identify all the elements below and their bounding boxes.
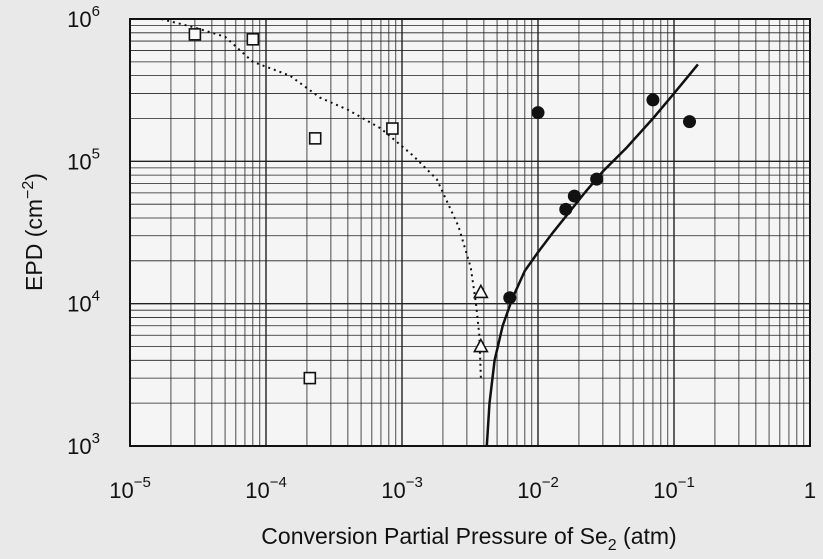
y-tick-label-exponent: 4 (92, 288, 100, 305)
x-tick-label: 10−1 (653, 474, 695, 503)
y-tick-label-exponent: 3 (92, 430, 100, 447)
data-point-triangle (473, 337, 489, 353)
y-tick-label: 106 (67, 3, 100, 32)
x-axis-label-unit: (atm) (617, 523, 677, 549)
y-tick-label: 103 (67, 430, 100, 459)
x-tick-labels: 10−5 10−4 10−3 10−2 10−1 1 (109, 474, 816, 503)
x-tick-label-exponent: −5 (134, 474, 151, 491)
data-point-square (308, 132, 322, 145)
data-point-circle (590, 172, 604, 186)
dotted-trend-curve (161, 18, 482, 379)
x-tick-label-base: 10 (381, 478, 405, 503)
solid-trend-curve (485, 63, 699, 447)
y-axis-label-end: ) (21, 173, 47, 181)
grid-lines (130, 19, 810, 446)
x-tick-label: 10−5 (109, 474, 151, 503)
x-tick-label: 10−3 (381, 474, 423, 503)
y-tick-label-exponent: 6 (92, 3, 100, 20)
plot-frame (129, 18, 811, 447)
y-tick-label: 104 (67, 288, 100, 317)
y-tick-label-base: 10 (67, 7, 91, 32)
data-point-circle (567, 189, 581, 203)
data-point-circle (559, 202, 573, 216)
data-point-circle (646, 93, 660, 107)
x-tick-label-base: 10 (245, 478, 269, 503)
data-points (188, 28, 696, 385)
data-point-circle (503, 291, 517, 305)
x-tick-label: 1 (804, 478, 816, 503)
x-axis-label: Conversion Partial Pressure of Se2 (atm) (261, 523, 676, 554)
x-tick-label-base: 10 (517, 478, 541, 503)
y-tick-label: 105 (67, 145, 100, 174)
y-tick-label-base: 10 (67, 149, 91, 174)
x-tick-label-exponent: −2 (542, 474, 559, 491)
data-point-square (386, 122, 399, 135)
x-axis-label-main: Conversion Partial Pressure of Se (261, 523, 607, 549)
x-tick-label: 10−2 (517, 474, 559, 503)
y-axis-label-superscript: −2 (20, 181, 37, 199)
x-tick-label-base: 10 (109, 478, 133, 503)
x-tick-label-base: 1 (804, 478, 816, 503)
x-tick-label-exponent: −3 (406, 474, 423, 491)
x-tick-label-exponent: −1 (678, 474, 695, 491)
data-point-circle (682, 115, 696, 129)
y-tick-label-base: 10 (67, 292, 91, 317)
data-point-triangle (473, 283, 489, 299)
fit-curves (161, 18, 699, 447)
x-tick-label: 10−4 (245, 474, 287, 503)
data-point-square (303, 371, 317, 385)
x-tick-label-exponent: −4 (270, 474, 287, 491)
data-point-square (188, 28, 202, 41)
y-tick-label-base: 10 (67, 434, 91, 459)
data-point-square (246, 33, 260, 46)
y-tick-label-exponent: 5 (92, 145, 100, 162)
x-axis-label-subscript: 2 (608, 537, 617, 554)
plot-area (130, 19, 810, 446)
data-point-circle (531, 106, 545, 120)
y-axis-label: EPD (cm−2) (20, 173, 47, 291)
y-axis-label-main: EPD (cm (21, 199, 47, 291)
x-tick-label-base: 10 (653, 478, 677, 503)
